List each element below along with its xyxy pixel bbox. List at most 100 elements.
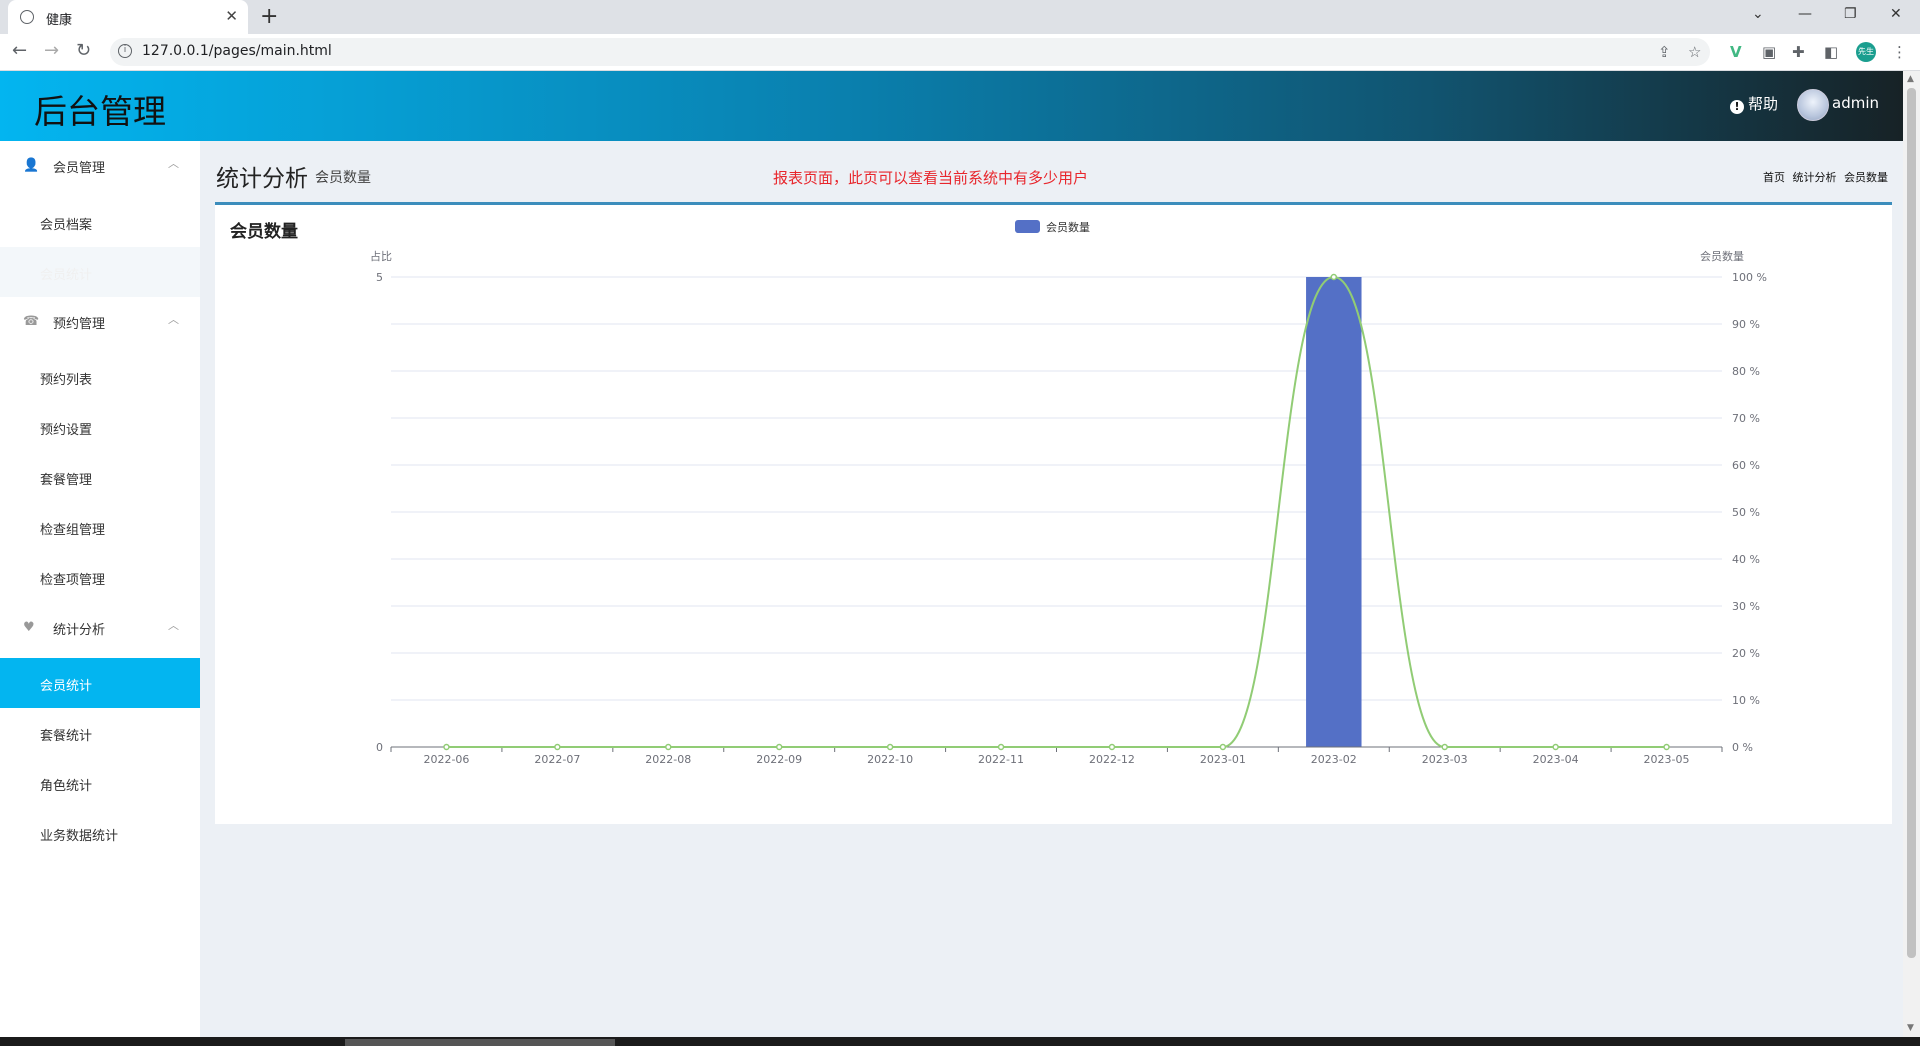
sidebar-group-member[interactable]: 👤 会员管理 ︿ [0,141,200,189]
chart-box: 会员数量 0 % 10 % 20 % 30 % 40 % 50 % 60 % 70 % 80 %… [215,202,1892,824]
line-point [886,743,894,751]
line-point [554,743,561,751]
star-icon[interactable]: ☆ [1688,43,1702,61]
sidebar-item-label: 套餐统计 [40,729,93,744]
breadcrumb-home[interactable]: 首页 [1763,171,1785,184]
sidebar-item-label: 检查项管理 [40,573,106,588]
sidebar-item-role-statistics[interactable]: 角色统计 [0,758,200,808]
chevron-up-icon: ︿ [168,157,179,170]
close-tab-icon[interactable]: ✕ [225,7,238,25]
tab-search-icon[interactable]: ⌄ [1752,6,1764,22]
extension-app-icon[interactable]: ▣ [1762,43,1777,61]
y-left-axis-name: 占比 [370,249,392,263]
sidebar-item-package[interactable]: 套餐管理 [0,452,200,502]
sidebar-item-label: 预约列表 [40,373,93,388]
url-text: 127.0.0.1/pages/main.html [142,43,332,59]
y-right-tick-label: 80 % [1732,365,1760,378]
y-right-tick-label: 60 % [1732,459,1760,472]
y-right-tick-label: 10 % [1732,694,1760,707]
series-line [446,275,1667,749]
x-tick-label: 2023-02 [1311,753,1357,766]
reload-icon[interactable]: ↻ [76,40,92,61]
x-tick-label: 2022-10 [867,753,913,766]
browser-tab-bar: 健康 ✕ + ⌄ — ❐ ✕ [0,0,1920,34]
line-point [775,743,783,751]
line-point [1663,743,1670,751]
close-window-icon[interactable]: ✕ [1890,6,1902,22]
chart-box-title: 会员数量 [230,222,298,242]
scroll-up-icon[interactable]: ▲ [1907,74,1914,84]
y-left-tick-label: 0 [376,741,383,754]
x-tick-label: 2023-01 [1200,753,1246,766]
x-tick-label: 2022-08 [645,753,691,766]
y-right-tick-label: 70 % [1732,412,1760,425]
line-point [665,743,672,751]
y-right-tick-label: 20 % [1732,647,1760,660]
sidebar-group-appointment[interactable]: ☎ 预约管理 ︿ [0,297,200,345]
username[interactable]: admin [1832,94,1879,112]
line-point [1552,743,1559,751]
puzzle-icon[interactable]: ✚ [1792,43,1805,61]
exclamation-icon: ! [1730,100,1744,114]
breadcrumb-section[interactable]: 统计分析 [1792,171,1837,184]
x-tick-label: 2022-11 [978,753,1024,766]
scroll-down-icon[interactable]: ▼ [1907,1023,1914,1033]
sidebar-item-label: 业务数据统计 [40,829,119,844]
sidebar-group-label: 预约管理 [53,317,106,332]
info-icon[interactable]: i [118,44,132,58]
heartbeat-icon: ♥ [23,620,35,635]
forward-icon[interactable]: → [44,40,60,61]
sidebar-item-member-archive[interactable]: 会员档案 [0,197,200,247]
sidebar-item-appointment-list[interactable]: 预约列表 [0,352,200,402]
sidebar-item-label: 预约设置 [40,423,93,438]
sidebar-item-package-statistics[interactable]: 套餐统计 [0,708,200,758]
app-header: 后台管理 ! 帮助 admin [0,71,1903,141]
sidebar-item-label: 会员统计 [40,268,93,283]
help-label: 帮助 [1748,95,1779,113]
sidebar-item-member-stats[interactable]: 会员统计 [0,247,200,297]
sidebar-item-business-statistics[interactable]: 业务数据统计 [0,808,200,858]
browser-tab[interactable]: 健康 ✕ [8,0,248,34]
scroll-thumb[interactable] [1907,88,1916,958]
bar [1306,277,1362,747]
user-icon: 👤 [23,158,40,173]
browser-toolbar: ← → ↻ i 127.0.0.1/pages/main.html ⇪ ☆ V … [0,34,1920,71]
chevron-up-icon: ︿ [168,313,179,326]
minimize-icon[interactable]: — [1798,6,1812,22]
profile-avatar[interactable]: 先生 [1856,42,1876,62]
tab-title: 健康 [46,13,73,28]
line-point [1108,743,1116,751]
sidebar-item-label: 角色统计 [40,779,93,794]
taskbar-strip [0,1037,1920,1046]
restore-icon[interactable]: ❐ [1844,6,1857,22]
menu-icon[interactable]: ⋮ [1892,43,1907,61]
breadcrumb: 首页 统计分析 会员数量 [1759,169,1888,185]
page-scrollbar[interactable]: ▲ ▼ [1903,71,1920,1037]
vue-devtools-icon[interactable]: V [1730,43,1742,61]
sidebar-item-member-statistics[interactable]: 会员统计 [0,658,200,708]
sidebar-item-label: 会员档案 [40,218,93,233]
y-right-tick-label: 90 % [1732,318,1760,331]
new-tab-icon[interactable]: + [260,4,279,29]
sidebar-item-checkgroup[interactable]: 检查组管理 [0,502,200,552]
phone-icon: ☎ [23,314,40,329]
user-avatar[interactable] [1797,89,1829,121]
back-icon[interactable]: ← [12,40,28,61]
breadcrumb-current: 会员数量 [1844,171,1888,184]
page-title: 统计分析 [216,166,308,192]
address-bar[interactable]: i 127.0.0.1/pages/main.html [110,38,1710,66]
help-link[interactable]: ! 帮助 [1730,93,1778,114]
sidebar-item-appointment-settings[interactable]: 预约设置 [0,402,200,452]
share-icon[interactable]: ⇪ [1658,43,1671,61]
x-tick-label: 2022-06 [423,753,469,766]
legend-label: 会员数量 [1046,221,1090,234]
sidebar-group-statistics[interactable]: ♥ 统计分析 ︿ [0,603,200,651]
sidebar-group-label: 统计分析 [53,623,106,638]
line-point [1330,273,1338,281]
side-panel-icon[interactable]: ◧ [1824,43,1839,61]
line-point [443,743,450,751]
legend-swatch [1015,220,1040,233]
taskbar-segment [345,1039,615,1046]
x-tick-label: 2023-03 [1422,753,1468,766]
sidebar-item-checkitem[interactable]: 检查项管理 [0,552,200,602]
